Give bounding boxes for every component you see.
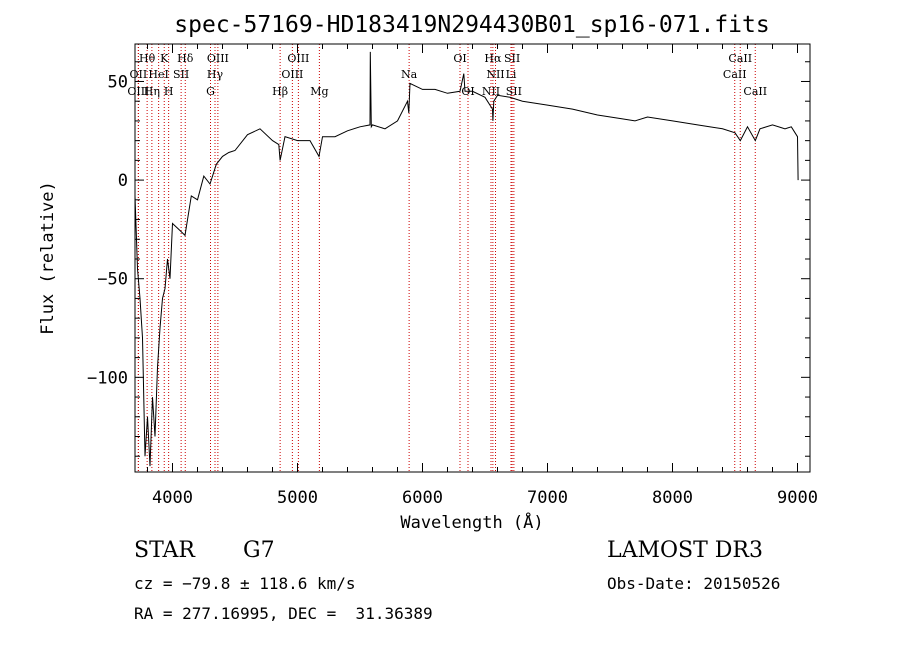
line-marker-label-2: OIII — [127, 85, 149, 98]
line-marker-label-0: Hθ — [139, 52, 156, 65]
y-tick-label-3: 50 — [108, 72, 128, 92]
redshift-velocity: cz = −79.8 ± 118.6 km/s — [134, 574, 356, 593]
y-tick-label-1: −50 — [97, 270, 128, 290]
line-marker-label-13: OIII — [281, 68, 303, 81]
line-marker-label-21: NII — [486, 68, 504, 81]
line-marker-label-8: Hδ — [177, 52, 194, 65]
x-tick-label-2: 6000 — [402, 488, 443, 508]
line-marker-label-20: SII — [504, 52, 520, 65]
line-marker-label-3: K — [160, 52, 169, 65]
observation-date: Obs-Date: 20150526 — [607, 574, 781, 593]
survey-name: LAMOST DR3 — [607, 538, 763, 563]
line-marker-label-1: OII — [130, 68, 148, 81]
line-marker-label-26: CaII — [723, 68, 747, 81]
coordinates: RA = 277.16995, DEC = 31.36389 — [134, 604, 433, 623]
line-marker-label-22: Li — [506, 68, 517, 81]
x-tick-label-0: 4000 — [152, 488, 193, 508]
object-type: STAR — [134, 538, 195, 563]
y-axis: −100 −50 0 50 — [87, 61, 810, 457]
line-marker-label-5: HeI — [148, 68, 168, 81]
y-tick-label-2: 0 — [118, 171, 128, 191]
spectral-subclass: G7 — [243, 538, 275, 563]
line-marker-label-10: Hγ — [207, 68, 224, 81]
line-marker-label-14: Hβ — [272, 85, 288, 98]
x-tick-label-4: 8000 — [652, 488, 693, 508]
line-marker-label-9: OIII — [207, 52, 229, 65]
line-marker-labels: Hθ OII OIII K Hη HeI SII H Hδ OIII Hγ G OIII OIII Hβ Mg… — [127, 52, 767, 98]
line-marker-label-25: CaII — [728, 52, 752, 65]
x-tick-label-5: 9000 — [777, 488, 818, 508]
line-marker-label-17: OI — [453, 52, 466, 65]
line-marker-label-24: SII — [506, 85, 522, 98]
line-marker-label-27: CaII — [743, 85, 767, 98]
line-marker-label-6: SII — [173, 68, 189, 81]
line-marker-label-11: G — [206, 85, 215, 98]
x-tick-label-1: 5000 — [277, 488, 318, 508]
x-axis: 4000 5000 6000 7000 8000 9000 — [147, 44, 818, 508]
spectrum-series — [134, 51, 799, 467]
y-tick-label-0: −100 — [87, 368, 128, 388]
line-markers — [137, 44, 756, 472]
plot-frame — [134, 43, 811, 473]
y-axis-label: Flux (relative) — [38, 181, 58, 335]
line-marker-label-7: H — [164, 85, 174, 98]
line-marker-label-15: Mg — [310, 85, 328, 98]
line-marker-label-12: OIII — [287, 52, 309, 65]
x-tick-label-3: 7000 — [527, 488, 568, 508]
line-marker-label-4: Hη — [144, 85, 160, 98]
chart-title: spec-57169-HD183419N294430B01_sp16-071.f… — [174, 12, 769, 38]
line-marker-label-23: NII — [482, 85, 500, 98]
x-axis-label: Wavelength (Å) — [400, 511, 543, 533]
spectrum-line-0 — [134, 51, 799, 467]
line-marker-label-16: Na — [401, 68, 418, 81]
line-marker-label-19: Hα — [484, 52, 502, 65]
